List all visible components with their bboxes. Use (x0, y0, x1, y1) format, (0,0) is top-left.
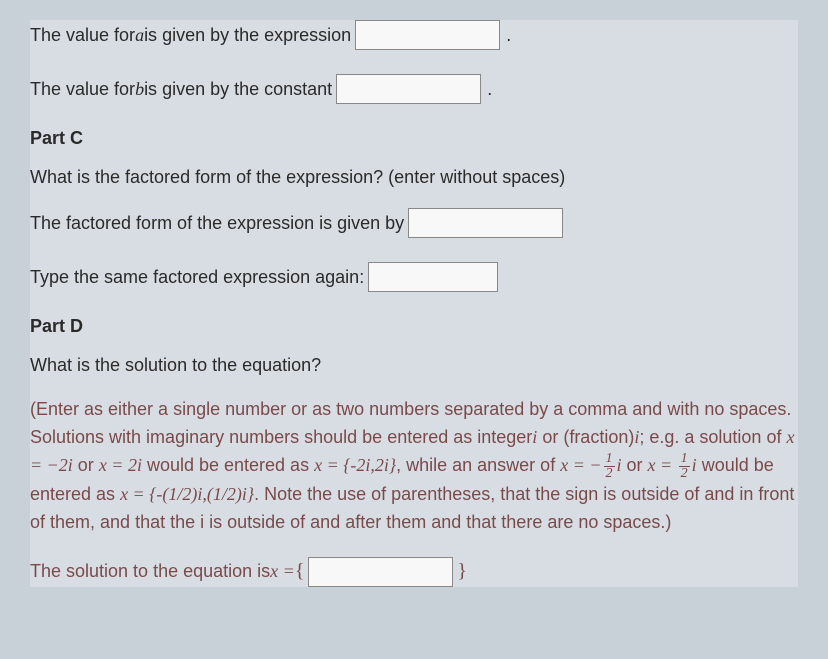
frac-den-2: 2 (679, 466, 690, 481)
value-a-prefix: The value for (30, 22, 135, 49)
math-ex2-result: x = {-(1/2)i,(1/2)i} (120, 484, 254, 504)
instr-seg-5: , while an answer of (396, 455, 560, 475)
instr-seg-3: ; e.g. a solution of (639, 427, 786, 447)
worksheet-content: The value for a is given by the expressi… (30, 20, 798, 587)
open-brace: { (295, 560, 305, 583)
math-ex1-rhs: x = 2i (99, 455, 142, 475)
factored-form-line: The factored form of the expression is g… (30, 208, 798, 238)
value-b-suffix: is given by the constant (144, 76, 332, 103)
value-b-prefix: The value for (30, 76, 135, 103)
solution-prefix: The solution to the equation is (30, 561, 270, 582)
value-a-period: . (506, 22, 511, 49)
math-ex2-rhs-prefix: x = (648, 455, 677, 475)
value-b-line: The value for b is given by the constant… (30, 74, 798, 104)
fraction-1: 12 (604, 452, 615, 481)
value-b-input[interactable] (336, 74, 481, 104)
value-a-line: The value for a is given by the expressi… (30, 20, 798, 50)
math-or-2: or (622, 455, 648, 475)
fraction-2: 12 (679, 452, 690, 481)
frac-num-2: 1 (679, 452, 690, 466)
variable-a: a (135, 22, 144, 49)
frac-den-1: 2 (604, 466, 615, 481)
part-d-question: What is the solution to the equation? (30, 355, 798, 376)
solution-line: The solution to the equation is x = { } (30, 557, 798, 587)
instr-seg-4: would be entered as (142, 455, 314, 475)
part-d-instructions: (Enter as either a single number or as t… (30, 396, 798, 537)
factored-form-input[interactable] (408, 208, 563, 238)
math-ex2-lhs: x = −12i (560, 455, 621, 475)
value-b-period: . (487, 76, 492, 103)
part-c-question: What is the factored form of the express… (30, 167, 798, 188)
factored-form-label: The factored form of the expression is g… (30, 210, 404, 237)
solution-var: x = (270, 561, 295, 582)
math-or-1: or (73, 455, 99, 475)
math-ex2-rhs: x = 12i (648, 455, 697, 475)
factored-again-input[interactable] (368, 262, 498, 292)
instr-seg-2: or (fraction) (537, 427, 634, 447)
value-a-suffix: is given by the expression (144, 22, 351, 49)
part-c-header: Part C (30, 128, 798, 149)
factored-again-line: Type the same factored expression again: (30, 262, 798, 292)
frac-num-1: 1 (604, 452, 615, 466)
variable-b: b (135, 76, 144, 103)
math-ex1-result: x = {-2i,2i} (314, 455, 396, 475)
math-ex2-lhs-prefix: x = − (560, 455, 601, 475)
factored-again-label: Type the same factored expression again: (30, 264, 364, 291)
solution-input[interactable] (308, 557, 453, 587)
part-d-header: Part D (30, 316, 798, 337)
value-a-input[interactable] (355, 20, 500, 50)
close-brace: } (457, 560, 467, 583)
